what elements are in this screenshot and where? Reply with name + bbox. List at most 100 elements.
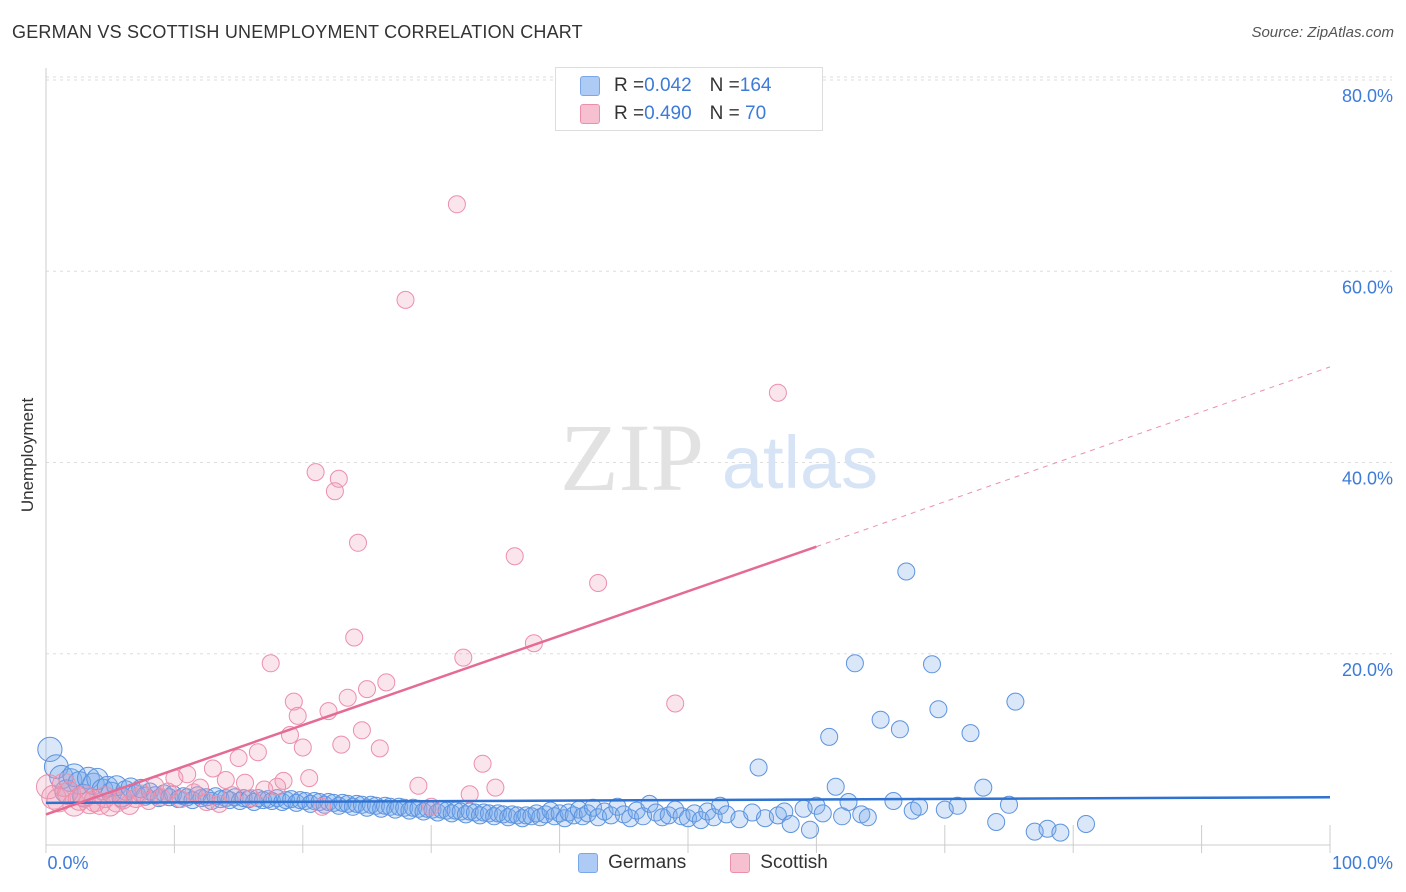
germans-point [550, 804, 569, 823]
y-tick-label: 40.0% [1342, 469, 1393, 489]
germans-point [884, 792, 903, 810]
legend-row-scottish: R = 0.490 N = 70 [580, 102, 766, 126]
germans-point [37, 736, 63, 763]
scottish-point [349, 533, 367, 552]
scottish-point [288, 706, 307, 725]
germans-point [807, 796, 826, 815]
legend-item-germans: Germans [578, 852, 686, 874]
trend-line-germans [45, 795, 1331, 805]
legend-r-value: 0.042 [644, 75, 692, 96]
source-note: Source: ZipAtlas.com [1251, 24, 1394, 41]
germans-point [890, 720, 909, 739]
germans-point [503, 805, 522, 824]
legend-swatch-germans [580, 76, 600, 96]
y-tick-label: 20.0% [1342, 660, 1393, 680]
germans-point [749, 758, 768, 777]
germans-point [839, 793, 858, 811]
germans-point [948, 796, 967, 815]
scottish-point [261, 654, 280, 673]
trend-line-scottish [45, 545, 817, 816]
germans-point [820, 727, 839, 746]
scottish-point [768, 383, 787, 402]
scottish-point [377, 673, 396, 692]
scottish-point [460, 785, 479, 804]
germans-point [1077, 815, 1095, 833]
germans-point [923, 655, 941, 674]
germans-point [987, 813, 1006, 831]
series-legend: Germans Scottish [0, 852, 1406, 874]
x-tick-label: 100.0% [1332, 853, 1393, 873]
y-tick-label: 80.0% [1342, 86, 1393, 106]
legend-swatch-scottish [580, 104, 600, 124]
scottish-point [329, 469, 348, 488]
germans-point [220, 791, 239, 810]
trend-lines [45, 366, 1331, 816]
legend-label-scottish: Scottish [760, 852, 828, 873]
y-axis-label: Unemployment [18, 397, 37, 513]
y-tick-label: 60.0% [1342, 277, 1393, 297]
scottish-point [112, 788, 134, 810]
series-scottish [36, 195, 787, 817]
tick-labels: 80.0% 60.0% 40.0% 20.0% 0.0% 100.0% [47, 86, 1393, 873]
scottish-point [236, 773, 254, 792]
germans-point [897, 562, 916, 581]
watermark: ZIP atlas [560, 404, 878, 511]
x-tick-label: 0.0% [47, 853, 88, 873]
germans-point [974, 778, 993, 797]
legend-label-germans: Germans [608, 852, 687, 873]
axes [45, 68, 1331, 853]
legend-swatch-scottish [730, 853, 751, 873]
gridlines [46, 76, 1392, 655]
germans-point [845, 654, 864, 673]
legend-n-value: 164 [739, 75, 772, 96]
scottish-point [184, 783, 203, 802]
scottish-point [203, 759, 222, 778]
legend-r-value: 0.490 [644, 103, 692, 124]
scottish-point [293, 738, 312, 757]
germans-point [1006, 692, 1025, 711]
germans-point [1051, 823, 1070, 842]
germans-point [826, 777, 845, 796]
germans-point [910, 797, 929, 816]
scottish-point [447, 195, 466, 214]
scottish-point [216, 771, 235, 789]
legend-swatch-germans [578, 853, 599, 873]
scottish-point [229, 749, 248, 767]
scottish-point [332, 735, 351, 754]
scottish-point [300, 769, 319, 788]
scottish-point [338, 688, 357, 707]
germans-point [347, 794, 366, 813]
legend-row-germans: R = 0.042 N = 164 [580, 74, 771, 98]
scottish-point [589, 574, 608, 592]
germans-point [961, 724, 980, 743]
stats-legend: R = 0.042 N = 164 R = 0.490 N = 70 [555, 67, 823, 131]
germans-point [489, 804, 507, 823]
chart-title: GERMAN VS SCOTTISH UNEMPLOYMENT CORRELAT… [12, 22, 583, 42]
germans-point [801, 820, 819, 839]
germans-point [781, 815, 800, 833]
legend-n-label: N = [709, 103, 740, 124]
scottish-point [223, 786, 242, 805]
scottish-point [454, 648, 473, 667]
legend-r-label: R = [614, 75, 645, 96]
scottish-point [210, 794, 229, 813]
scottish-point [505, 547, 524, 566]
legend-item-scottish: Scottish [730, 852, 828, 874]
scottish-point [370, 739, 389, 758]
germans-point [474, 803, 493, 822]
germans-point [929, 700, 948, 719]
scottish-point [473, 754, 492, 773]
scottish-point [57, 781, 82, 806]
trend-line-scottish-extension [816, 366, 1331, 548]
scottish-point [352, 721, 371, 740]
germans-point [858, 808, 877, 827]
scottish-point [248, 743, 267, 762]
watermark-zip: ZIP [560, 404, 704, 511]
legend-r-label: R = [614, 103, 645, 124]
germans-point [1000, 795, 1018, 814]
scottish-point [396, 290, 415, 309]
scottish-point [358, 680, 376, 699]
germans-point [871, 710, 890, 729]
germans-point [564, 806, 583, 825]
